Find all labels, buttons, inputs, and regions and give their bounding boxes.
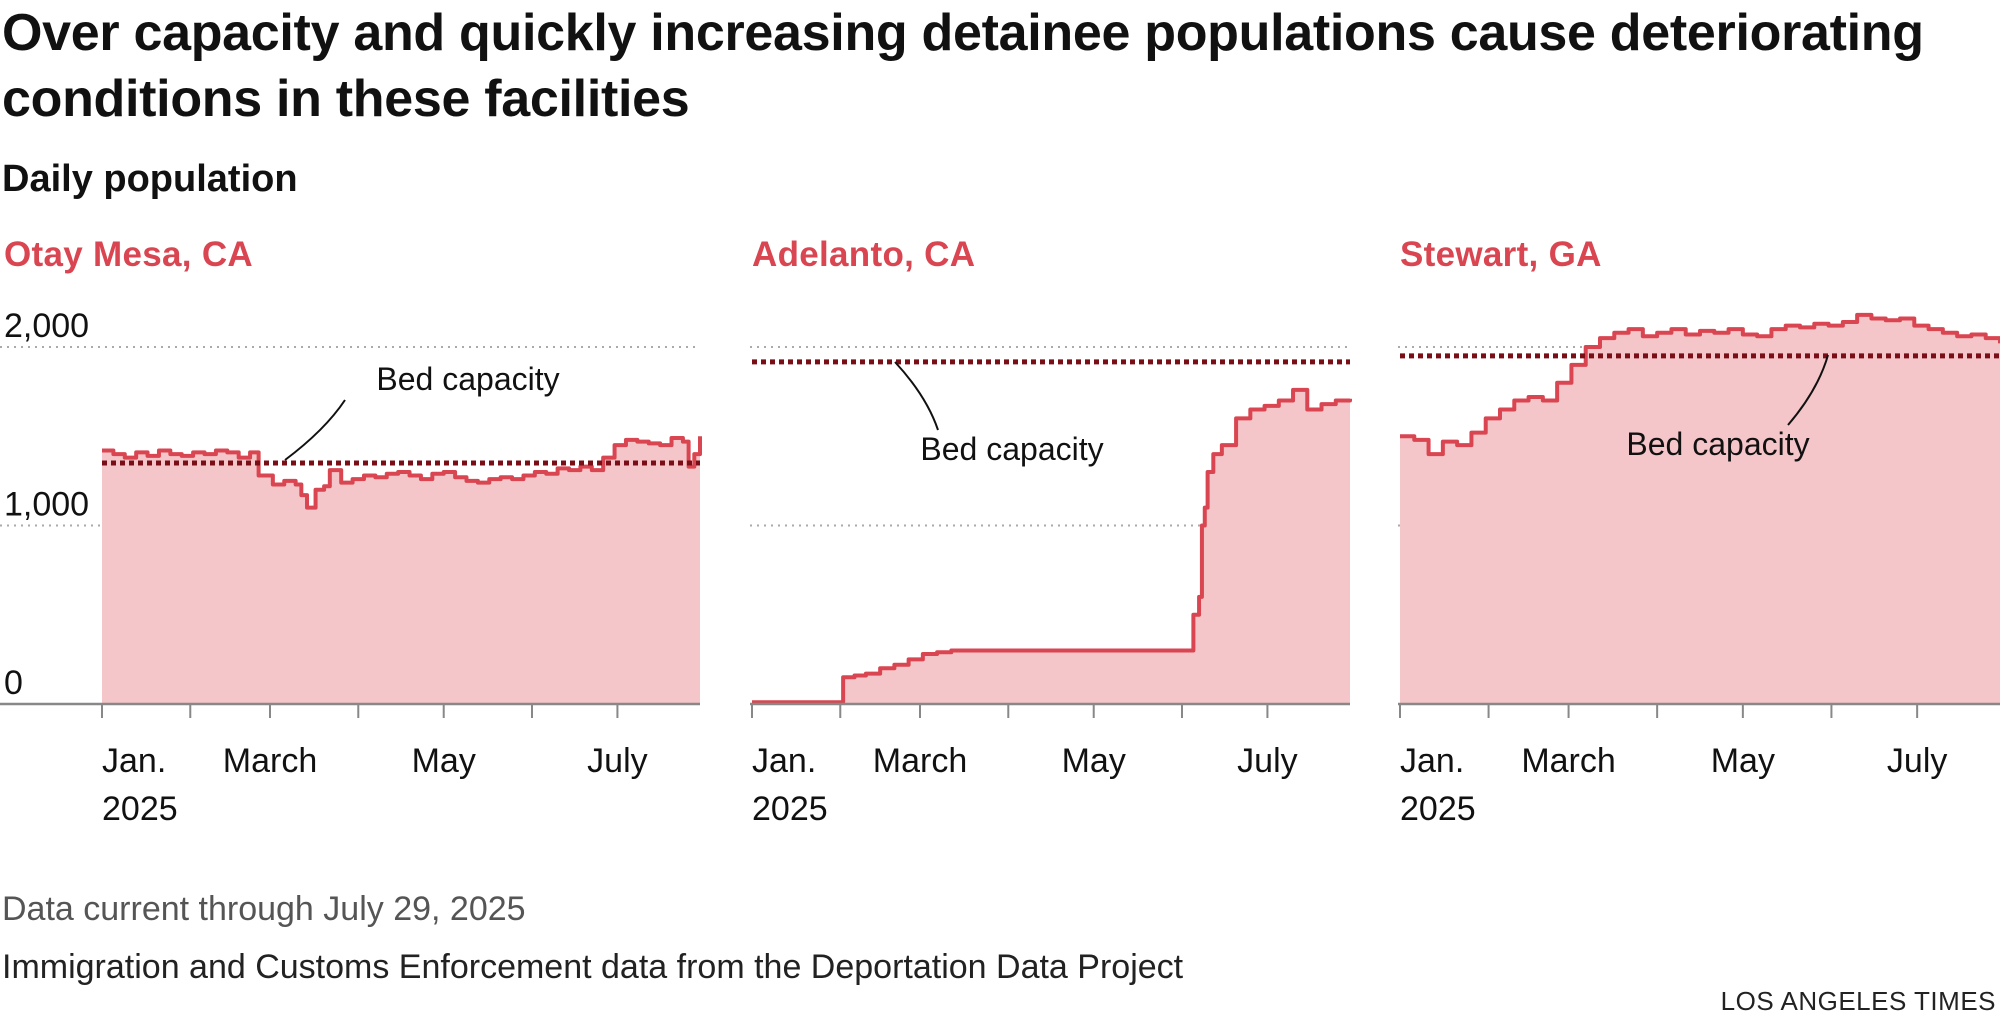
data-note: Data current through July 29, 2025: [2, 890, 526, 928]
y-tick-label-2000: 2,000: [4, 307, 89, 345]
x-tick-label-otay-mesa-0-0: Jan.: [102, 742, 166, 780]
capacity-label-stewart: Bed capacity: [1626, 426, 1809, 462]
area-stewart: [1400, 314, 2000, 704]
y-tick-label-1000: 1,000: [4, 486, 89, 524]
x-tick-label-stewart-59-0: March: [1521, 742, 1615, 780]
credit-logo: LOS ANGELES TIMES: [1720, 986, 1996, 1016]
area-adelanto: [752, 389, 1350, 704]
capacity-label-otay-mesa: Bed capacity: [376, 361, 559, 397]
x-tick-label-adelanto-120-0: May: [1062, 742, 1126, 780]
x-tick-label-otay-mesa-181-0: July: [587, 742, 647, 780]
x-tick-label-otay-mesa-59-0: March: [223, 742, 317, 780]
x-tick-label-otay-mesa-0-1: 2025: [102, 790, 178, 828]
y-tick-label-0: 0: [4, 664, 23, 702]
x-tick-label-adelanto-59-0: March: [873, 742, 967, 780]
capacity-leader-adelanto: [894, 361, 939, 431]
capacity-leader-stewart: [1787, 354, 1829, 426]
area-otay-mesa: [102, 436, 700, 704]
x-tick-label-adelanto-0-1: 2025: [752, 790, 828, 828]
x-tick-label-otay-mesa-120-0: May: [412, 742, 476, 780]
x-tick-label-adelanto-0-0: Jan.: [752, 742, 816, 780]
chart-subtitle: Daily population: [2, 158, 298, 200]
population-line-stewart: [1400, 312, 2000, 457]
chart-title: Over capacity and quickly increasing det…: [2, 4, 1924, 128]
x-tick-label-stewart-0-0: Jan.: [1400, 742, 1464, 780]
panel-title-adelanto: Adelanto, CA: [752, 235, 976, 274]
panel-title-stewart: Stewart, GA: [1400, 235, 1602, 274]
population-line-otay-mesa: [102, 436, 702, 510]
x-tick-label-stewart-0-1: 2025: [1400, 790, 1476, 828]
capacity-label-adelanto: Bed capacity: [920, 431, 1103, 467]
x-tick-label-stewart-120-0: May: [1711, 742, 1775, 780]
capacity-leader-otay-mesa: [284, 399, 346, 461]
x-tick-label-stewart-181-0: July: [1887, 742, 1947, 780]
source-note: Immigration and Customs Enforcement data…: [2, 948, 1184, 986]
panel-title-otay-mesa: Otay Mesa, CA: [4, 235, 253, 274]
population-line-adelanto: [752, 387, 1352, 705]
x-tick-label-adelanto-181-0: July: [1237, 742, 1297, 780]
